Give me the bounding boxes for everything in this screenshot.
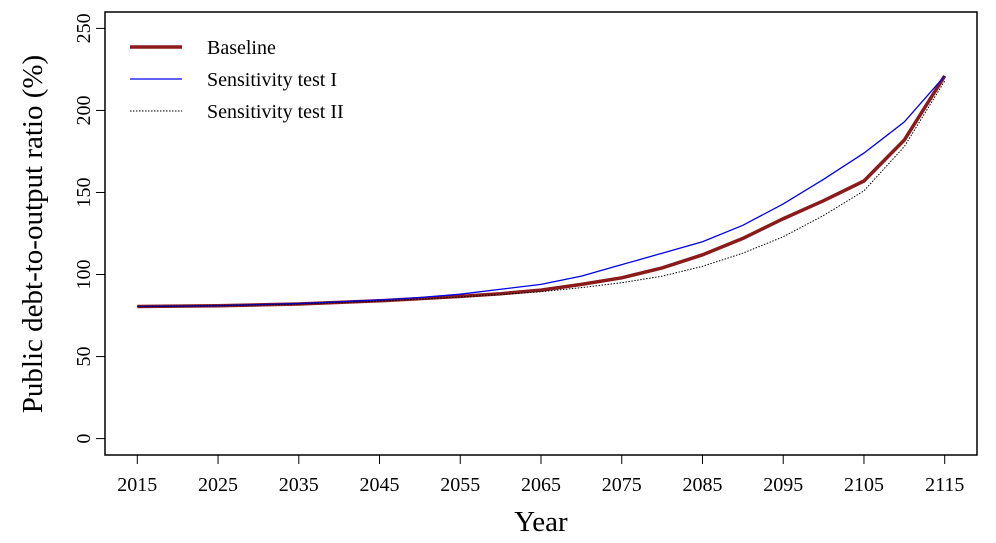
x-tick-label: 2065 — [521, 474, 561, 496]
x-tick-label: 2105 — [844, 474, 884, 496]
y-tick-label: 100 — [73, 260, 95, 290]
legend-label: Baseline — [207, 37, 276, 59]
y-tick-label: 250 — [73, 13, 95, 43]
x-tick-label: 2115 — [925, 474, 964, 496]
x-tick-label: 2055 — [440, 474, 480, 496]
series-line — [137, 75, 946, 308]
series-line — [137, 80, 946, 308]
legend-label: Sensitivity test II — [207, 101, 344, 123]
legend-label: Sensitivity test I — [207, 69, 337, 91]
y-tick-label: 0 — [73, 434, 95, 444]
y-tick-label: 200 — [73, 95, 95, 125]
x-tick-label: 2045 — [360, 474, 400, 496]
y-tick-label: 50 — [73, 347, 95, 367]
x-tick-label: 2015 — [117, 474, 157, 496]
x-tick-label: 2095 — [763, 474, 803, 496]
x-tick-label: 2035 — [279, 474, 319, 496]
x-tick-label: 2025 — [198, 474, 238, 496]
x-tick-label: 2075 — [602, 474, 642, 496]
x-axis-title: Year — [514, 506, 568, 538]
y-axis-title: Public debt-to-output ratio (%) — [17, 55, 49, 413]
y-tick-label: 150 — [73, 177, 95, 207]
x-tick-label: 2085 — [682, 474, 722, 496]
